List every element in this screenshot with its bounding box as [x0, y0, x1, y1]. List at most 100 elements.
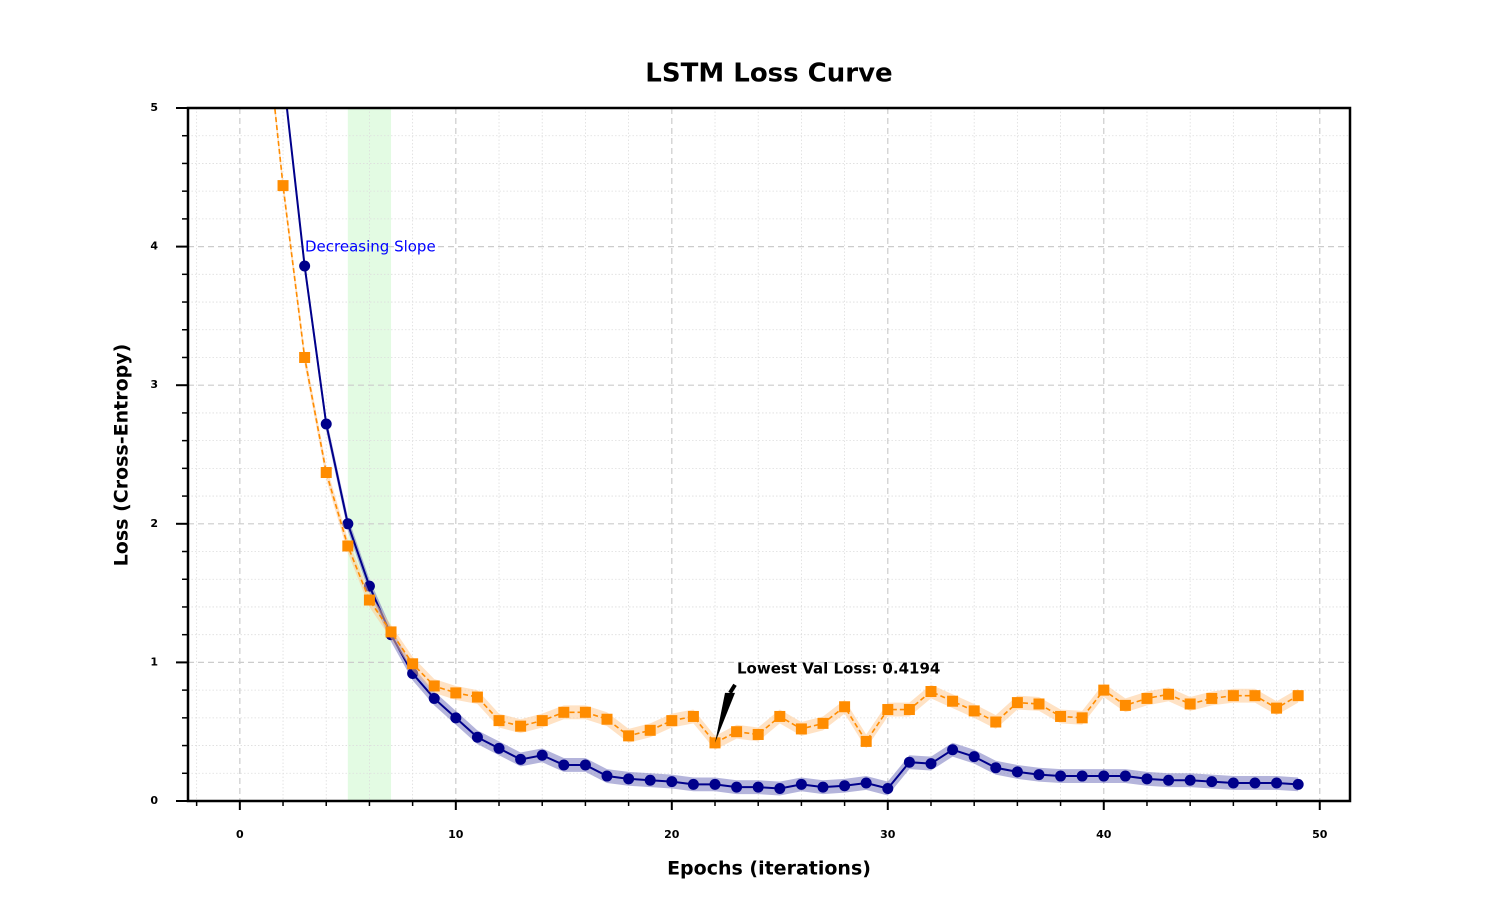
data-point — [277, 180, 289, 192]
annotation-arrow-tail — [728, 683, 737, 694]
data-point — [1055, 770, 1067, 782]
data-point — [1227, 690, 1239, 702]
data-point — [795, 723, 807, 735]
data-point — [1119, 770, 1131, 782]
data-point — [925, 758, 937, 770]
chart-title: LSTM Loss Curve — [645, 59, 892, 89]
data-point — [903, 756, 915, 768]
data-point — [903, 704, 915, 716]
data-point — [1227, 777, 1239, 789]
data-point — [644, 774, 656, 786]
data-point — [1098, 684, 1110, 696]
data-point — [709, 778, 721, 790]
data-point — [752, 728, 764, 740]
data-point — [990, 716, 1002, 728]
x-tick-label: 50 — [1312, 828, 1328, 841]
data-point — [1206, 692, 1218, 704]
data-point — [990, 762, 1002, 774]
x-tick-label: 0 — [236, 828, 244, 841]
y-tick-label: 4 — [150, 240, 158, 253]
data-point — [666, 776, 678, 788]
data-point — [1033, 769, 1045, 781]
data-point — [579, 706, 591, 718]
data-point — [320, 467, 332, 479]
data-point — [407, 658, 419, 670]
data-point — [1249, 777, 1261, 789]
data-point — [363, 594, 375, 606]
data-point — [579, 759, 591, 771]
data-point — [493, 715, 505, 727]
data-point — [774, 783, 786, 795]
data-point — [1033, 698, 1045, 710]
x-axis-label: Epochs (iterations) — [667, 858, 871, 880]
data-point — [882, 704, 894, 716]
data-point — [450, 712, 462, 724]
data-point — [1184, 774, 1196, 786]
data-point — [1141, 773, 1153, 785]
data-point — [299, 351, 311, 363]
data-point — [1292, 778, 1304, 790]
data-point — [839, 701, 851, 713]
data-point — [644, 724, 656, 736]
data-point — [1163, 774, 1175, 786]
data-point — [1249, 690, 1261, 702]
data-point — [278, 68, 289, 79]
data-point — [839, 780, 851, 792]
data-point — [515, 753, 527, 765]
plot-area — [188, 68, 1350, 801]
data-point — [968, 751, 980, 763]
data-point — [817, 717, 829, 729]
data-point — [623, 730, 635, 742]
annotation: Lowest Val Loss: 0.4194 — [737, 660, 940, 678]
data-point — [601, 770, 613, 782]
data-point — [947, 695, 959, 707]
data-point — [1119, 699, 1131, 711]
data-point — [860, 735, 872, 747]
data-point — [666, 715, 678, 727]
data-point — [731, 781, 743, 793]
y-tick-label: 3 — [150, 378, 158, 391]
data-point — [493, 742, 505, 754]
data-point — [558, 759, 570, 771]
data-point — [515, 720, 527, 732]
data-point — [1076, 712, 1088, 724]
y-tick-label: 0 — [150, 794, 158, 807]
data-point — [731, 726, 743, 738]
data-point — [1098, 770, 1110, 782]
data-point — [687, 710, 699, 722]
x-tick-label: 40 — [1096, 828, 1112, 841]
data-point — [1184, 698, 1196, 710]
series-line — [274, 108, 1299, 744]
data-point — [1163, 688, 1175, 700]
data-point — [558, 706, 570, 718]
data-point — [860, 777, 872, 789]
data-point — [1271, 777, 1283, 789]
data-point — [925, 686, 937, 698]
x-tick-label: 30 — [880, 828, 896, 841]
y-tick-label: 5 — [150, 101, 158, 114]
x-tick-label: 20 — [664, 828, 680, 841]
data-point — [601, 713, 613, 725]
y-tick-label: 1 — [150, 655, 158, 668]
data-point — [299, 260, 311, 272]
error-band — [274, 108, 1299, 750]
data-point — [320, 418, 332, 430]
data-point — [947, 744, 959, 756]
x-tick-label: 10 — [448, 828, 464, 841]
data-point — [1055, 710, 1067, 722]
data-point — [1206, 776, 1218, 788]
data-point — [450, 687, 462, 699]
data-point — [774, 710, 786, 722]
annotation-arrow — [715, 692, 736, 743]
data-point — [1011, 697, 1023, 709]
data-point — [536, 715, 548, 727]
y-tick-label: 2 — [150, 517, 158, 530]
data-point — [471, 691, 483, 703]
data-point — [1076, 770, 1088, 782]
annotation: Decreasing Slope — [305, 238, 436, 256]
data-point — [795, 778, 807, 790]
data-point — [623, 773, 635, 785]
data-point — [1271, 702, 1283, 714]
data-point — [342, 540, 354, 552]
